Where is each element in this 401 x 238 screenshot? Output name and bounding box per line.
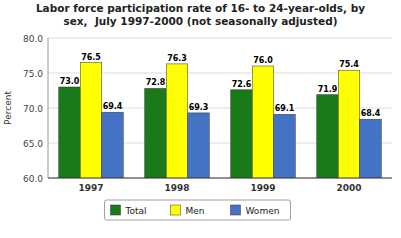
legend-label: Men bbox=[186, 206, 205, 216]
x-axis-line bbox=[48, 178, 392, 179]
bar bbox=[274, 114, 296, 178]
bar bbox=[80, 63, 102, 179]
y-tick-label: 80.0 bbox=[23, 34, 43, 44]
data-label: 73.0 bbox=[60, 77, 80, 86]
bar bbox=[166, 64, 188, 178]
legend: Total Men Women bbox=[105, 200, 291, 220]
x-tick-label: 1998 bbox=[164, 183, 189, 193]
title: Labor force participation rate of 16- to… bbox=[36, 2, 365, 27]
data-label: 69.1 bbox=[275, 104, 295, 113]
y-axis-line bbox=[48, 38, 49, 178]
bar bbox=[317, 95, 339, 178]
x-tick-label: 1999 bbox=[250, 183, 275, 193]
data-label: 71.9 bbox=[318, 85, 338, 94]
data-label: 72.6 bbox=[232, 80, 252, 89]
y-tick-label: 75.0 bbox=[23, 69, 43, 79]
x-tick-label: 1997 bbox=[78, 183, 103, 193]
y-tick-label: 65.0 bbox=[23, 139, 43, 149]
bar bbox=[188, 113, 210, 178]
bar bbox=[338, 70, 360, 178]
bar bbox=[102, 112, 124, 178]
chart: Labor force participation rate of 16- to… bbox=[0, 0, 401, 238]
data-label: 68.4 bbox=[361, 109, 381, 118]
legend-box bbox=[105, 200, 291, 220]
grid-line bbox=[48, 178, 392, 179]
data-labels: 73.0 72.8 72.6 71.9 76.5 76.3 76.0 75.4 69.4 69.3… bbox=[60, 53, 381, 119]
data-label: 69.3 bbox=[189, 103, 209, 112]
legend-label: Women bbox=[246, 206, 280, 216]
data-label: 76.0 bbox=[253, 56, 273, 65]
data-label: 72.8 bbox=[146, 78, 166, 87]
bar bbox=[145, 88, 167, 178]
y-tick-label: 70.0 bbox=[23, 104, 43, 114]
legend-swatch bbox=[171, 205, 181, 215]
y-tick-label: 60.0 bbox=[23, 174, 43, 184]
data-label: 76.5 bbox=[81, 53, 101, 62]
bar bbox=[231, 90, 253, 178]
bar bbox=[252, 66, 274, 178]
bar bbox=[59, 87, 81, 178]
data-label: 76.3 bbox=[167, 54, 187, 63]
bar bbox=[360, 119, 382, 178]
grid-line bbox=[48, 38, 392, 39]
data-label: 69.4 bbox=[103, 102, 123, 111]
x-tick-label: 2000 bbox=[336, 183, 361, 193]
legend-swatch bbox=[111, 205, 121, 215]
title-line: sex, July 1997-2000 (not seasonally adju… bbox=[63, 15, 337, 27]
data-label: 75.4 bbox=[339, 60, 359, 69]
legend-label: Total bbox=[125, 206, 147, 216]
legend-swatch bbox=[231, 205, 241, 215]
bars bbox=[59, 63, 382, 179]
title-line: Labor force participation rate of 16- to… bbox=[36, 2, 365, 14]
y-axis-label: Percent bbox=[3, 91, 13, 125]
